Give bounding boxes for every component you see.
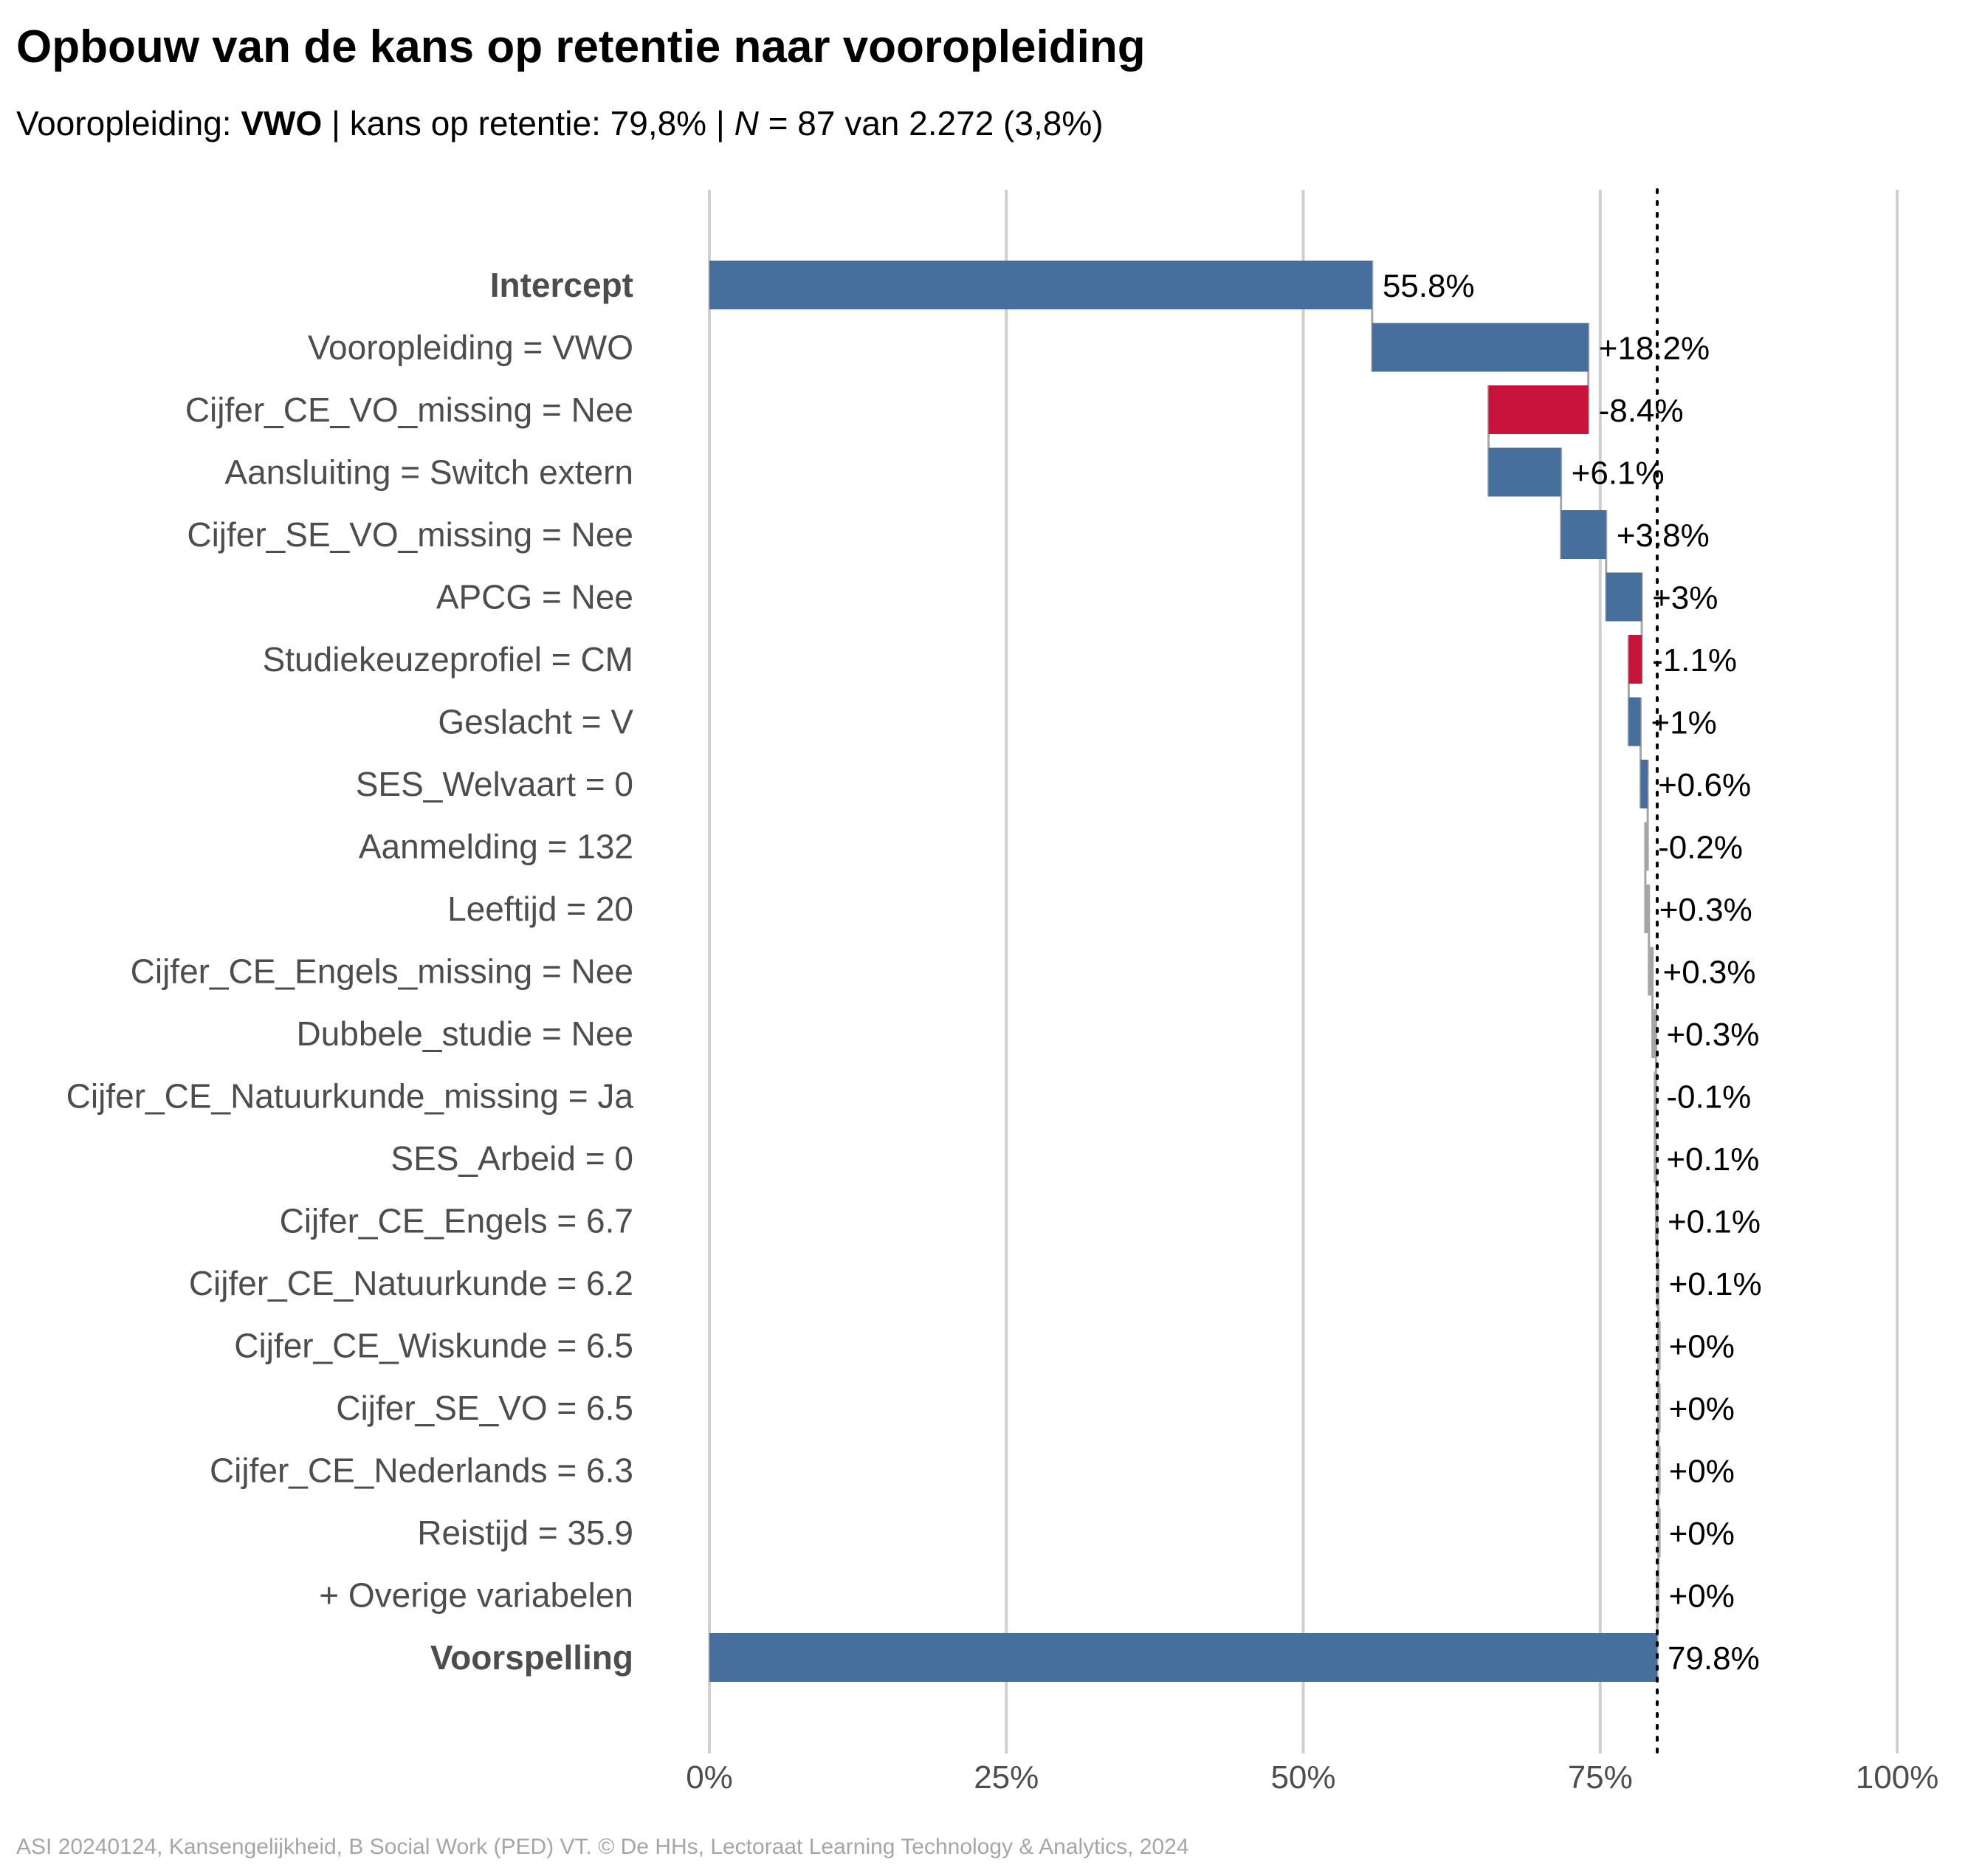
value-label: +0.6% — [1658, 767, 1751, 803]
value-label: +0% — [1669, 1516, 1735, 1552]
value-label: +3.8% — [1617, 518, 1710, 554]
x-tick-label: 100% — [1856, 1759, 1939, 1796]
waterfall-bar — [1658, 1384, 1661, 1432]
subtitle-n-text: = 87 van 2.272 (3,8%) — [758, 104, 1104, 142]
value-label: +1% — [1651, 705, 1716, 741]
row-label: Voorspelling — [430, 1638, 633, 1677]
value-label: +0.3% — [1659, 892, 1752, 928]
row-label: Cijfer_CE_Wiskunde = 6.5 — [234, 1327, 633, 1365]
row-label: Leeftijd = 20 — [447, 890, 633, 928]
waterfall-bar — [1488, 385, 1589, 434]
chart-caption: ASI 20240124, Kansengelijkheid, B Social… — [16, 1835, 1189, 1859]
x-tick-label: 50% — [1270, 1759, 1335, 1796]
row-label: Geslacht = V — [438, 703, 633, 741]
value-label: +0.1% — [1666, 1141, 1759, 1178]
value-label: -0.2% — [1658, 830, 1743, 866]
value-label: +0% — [1669, 1578, 1735, 1615]
row-label: Intercept — [490, 266, 633, 304]
waterfall-bar — [1645, 884, 1649, 933]
value-label: +0.1% — [1668, 1204, 1761, 1240]
subtitle-n-symbol: N — [734, 104, 759, 142]
waterfall-bar — [1640, 760, 1648, 808]
row-label: Cijfer_CE_VO_missing = Nee — [185, 391, 633, 429]
value-label: +0.1% — [1669, 1266, 1762, 1302]
row-label: Studiekeuzeprofiel = CM — [263, 640, 633, 678]
x-tick-label: 0% — [686, 1759, 733, 1796]
value-label: +6.1% — [1572, 456, 1665, 492]
chart-title: Opbouw van de kans op retentie naar voor… — [16, 21, 1146, 72]
value-label: +0% — [1669, 1454, 1735, 1490]
subtitle-sep2: | — [706, 104, 734, 142]
row-label: Aanmelding = 132 — [359, 828, 633, 866]
waterfall-bar — [1658, 1446, 1661, 1495]
row-label: Cijfer_SE_VO = 6.5 — [336, 1389, 633, 1427]
value-label: +18.2% — [1599, 331, 1710, 367]
row-label: Aansluiting = Switch extern — [224, 453, 633, 492]
value-label: +0% — [1669, 1391, 1735, 1427]
row-label: Vooropleiding = VWO — [308, 329, 633, 367]
waterfall-bar — [709, 261, 1372, 309]
subtitle-group: VWO — [241, 104, 323, 142]
subtitle-sep1: | kans op retentie: — [322, 104, 610, 142]
row-label: Cijfer_CE_Nederlands = 6.3 — [210, 1451, 633, 1490]
chart-subtitle: Vooropleiding: VWO | kans op retentie: 7… — [16, 103, 1104, 143]
row-label: + Overige variabelen — [319, 1576, 633, 1615]
row-label: Cijfer_CE_Natuurkunde = 6.2 — [189, 1264, 633, 1302]
value-label: +0.3% — [1666, 1017, 1759, 1053]
waterfall-bar — [1656, 1259, 1659, 1308]
row-label: APCG = Nee — [436, 578, 633, 616]
row-label: Cijfer_CE_Engels = 6.7 — [280, 1202, 633, 1240]
row-label: Cijfer_CE_Natuurkunde_missing = Ja — [66, 1077, 634, 1116]
value-label: +3% — [1652, 580, 1718, 616]
waterfall-bar — [1561, 510, 1606, 559]
x-tick-label: 75% — [1568, 1759, 1633, 1796]
value-label: +0.3% — [1663, 955, 1756, 991]
row-label: Cijfer_SE_VO_missing = Nee — [187, 515, 633, 554]
waterfall-bar — [1652, 1009, 1656, 1058]
row-label: Cijfer_CE_Engels_missing = Nee — [131, 952, 633, 991]
row-label: Reistijd = 35.9 — [417, 1513, 633, 1552]
waterfall-bar — [1628, 635, 1642, 684]
value-label: 55.8% — [1383, 268, 1475, 304]
row-label: Dubbele_studie = Nee — [297, 1014, 634, 1053]
row-label: SES_Arbeid = 0 — [390, 1139, 633, 1178]
waterfall-bar — [709, 1633, 1657, 1682]
row-label: SES_Welvaart = 0 — [356, 765, 633, 803]
value-label: -0.1% — [1666, 1079, 1751, 1116]
waterfall-bar — [1648, 946, 1653, 996]
waterfall-bar — [1658, 1508, 1661, 1557]
value-label: 79.8% — [1668, 1640, 1760, 1677]
waterfall-bar — [1606, 572, 1642, 622]
waterfall-bar — [1654, 1071, 1657, 1121]
waterfall-bar — [1488, 447, 1561, 497]
value-label: -1.1% — [1652, 642, 1737, 678]
waterfall-bar — [1658, 1321, 1661, 1370]
waterfall-bar — [1645, 822, 1648, 871]
x-tick-label: 25% — [974, 1759, 1039, 1796]
value-label: -8.4% — [1599, 393, 1684, 429]
waterfall-bar — [1372, 323, 1589, 372]
waterfall-bar — [1628, 697, 1641, 746]
subtitle-label: Vooropleiding: — [16, 104, 241, 142]
value-label: +0% — [1669, 1329, 1735, 1365]
subtitle-probability: 79,8% — [610, 104, 707, 142]
